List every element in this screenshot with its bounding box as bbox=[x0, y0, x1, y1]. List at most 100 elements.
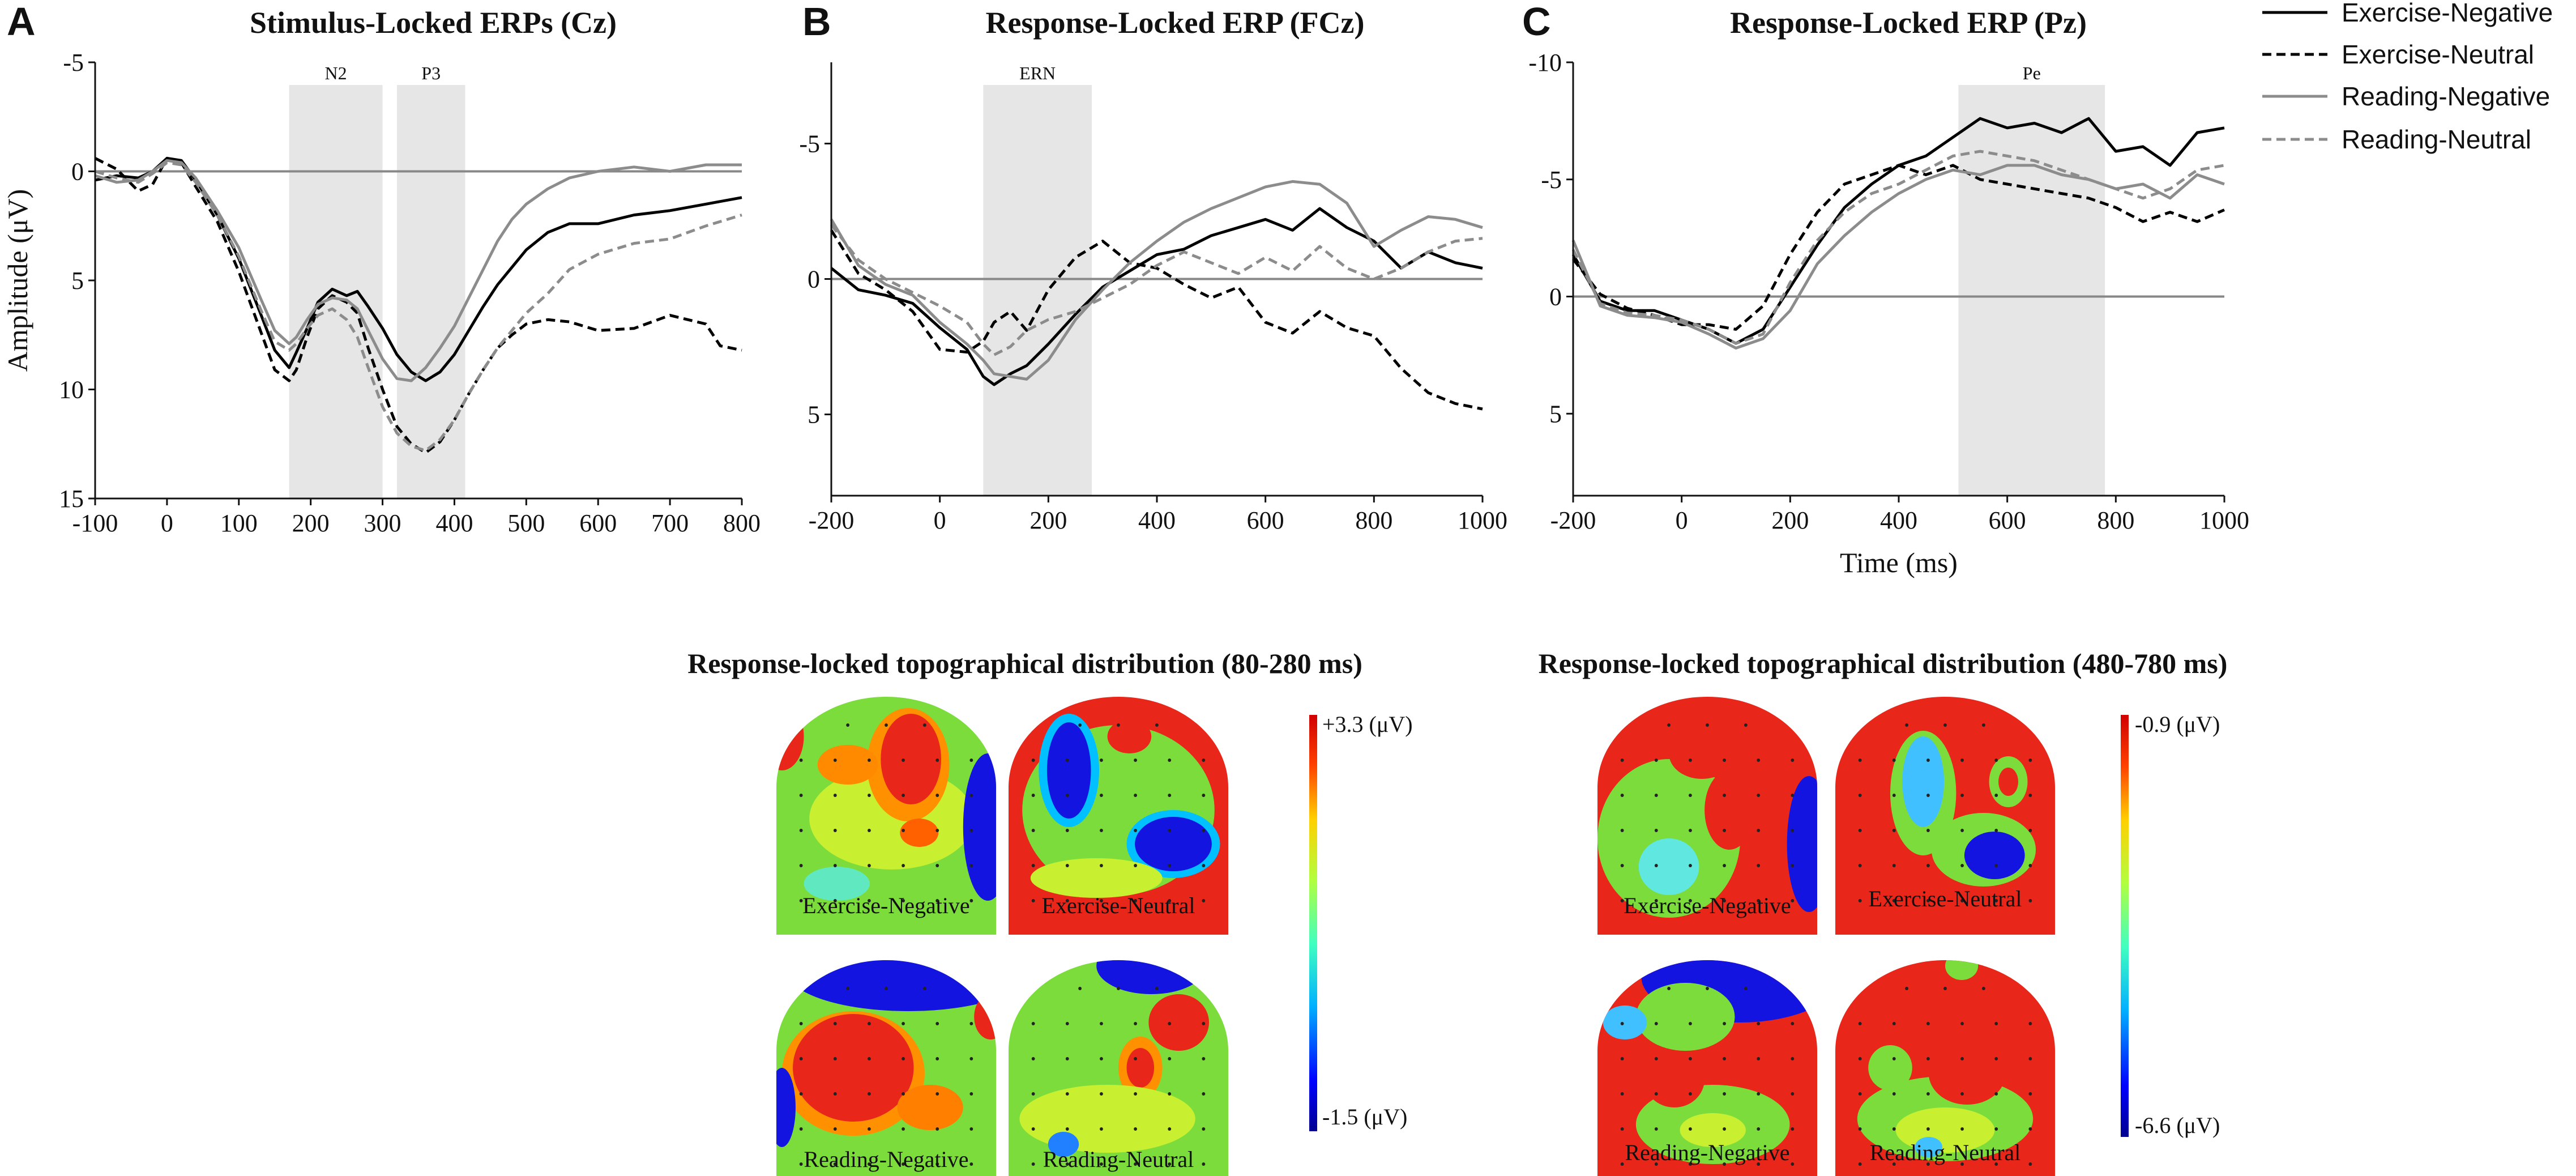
panel-b-ticks: -200 0 200 400 600 800 1000 -5 0 5 bbox=[799, 130, 1507, 534]
electrode-dot bbox=[1689, 829, 1692, 832]
x-tick-label: 600 bbox=[1989, 506, 2026, 534]
electrode-dot bbox=[1723, 1162, 1726, 1166]
electrode-dot bbox=[1943, 987, 1947, 990]
electrode-dot bbox=[1031, 1162, 1035, 1166]
legend: Exercise-Negative Exercise-Neutral Readi… bbox=[2262, 0, 2553, 154]
electrode-dot bbox=[1960, 1127, 1964, 1131]
y-tick-label: -5 bbox=[63, 49, 84, 76]
electrode-dot bbox=[1134, 1127, 1137, 1131]
electrode-dot bbox=[1078, 723, 1082, 727]
electrode-dot bbox=[1654, 829, 1658, 832]
electrode-dot bbox=[1689, 794, 1692, 797]
electrode-dot bbox=[1757, 829, 1761, 832]
electrode-dot bbox=[799, 829, 803, 832]
electrode-dot bbox=[1031, 1057, 1035, 1060]
electrode-dot bbox=[799, 794, 803, 797]
electrode-dot bbox=[935, 1092, 939, 1096]
electrode-dot bbox=[1155, 987, 1159, 990]
electrode-dot bbox=[1620, 759, 1624, 762]
topo-map-exercise-neutral-1 bbox=[1008, 697, 1229, 935]
electrode-dot bbox=[1202, 1022, 1206, 1025]
x-tick-label: 0 bbox=[161, 509, 173, 537]
legend-label-exercise-negative: Exercise-Negative bbox=[2342, 0, 2553, 27]
electrode-dot bbox=[935, 829, 939, 832]
electrode-dot bbox=[1892, 1162, 1896, 1166]
series-line-reading-negative bbox=[95, 159, 742, 382]
electrode-dot bbox=[902, 1127, 905, 1131]
electrode-dot bbox=[1960, 1092, 1964, 1096]
electrode-dot bbox=[1791, 1162, 1795, 1166]
electrode-dot bbox=[1100, 1127, 1103, 1131]
electrode-dot bbox=[1065, 1057, 1069, 1060]
x-tick-label: 800 bbox=[723, 509, 761, 537]
x-tick-label: -200 bbox=[809, 506, 855, 534]
panel-a-ylabel: Amplitude (μV) bbox=[2, 189, 33, 372]
electrode-dot bbox=[1892, 1022, 1896, 1025]
electrode-dot bbox=[1168, 899, 1172, 902]
topo-group-2: Response-locked topographical distributi… bbox=[1539, 647, 2227, 1176]
y-tick-label: 10 bbox=[59, 376, 84, 404]
electrode-dot bbox=[1791, 829, 1795, 832]
electrode-dot bbox=[1667, 723, 1671, 727]
electrode-dot bbox=[1858, 1092, 1862, 1096]
electrode-dot bbox=[1723, 829, 1726, 832]
electrode-dot bbox=[868, 1022, 871, 1025]
topo-map-reading-negative-1 bbox=[776, 960, 997, 1176]
electrode-dot bbox=[1723, 1057, 1726, 1060]
electrode-dot bbox=[1892, 899, 1896, 902]
electrode-dot bbox=[1065, 1162, 1069, 1166]
electrode-dot bbox=[1960, 1057, 1964, 1060]
electrode-dot bbox=[969, 1092, 973, 1096]
electrode-dot bbox=[969, 1022, 973, 1025]
electrode-dot bbox=[1689, 1022, 1692, 1025]
electrode-dot bbox=[969, 1057, 973, 1060]
electrode-dot bbox=[902, 899, 905, 902]
analysis-window-label-p3: P3 bbox=[421, 63, 441, 83]
electrode-dot bbox=[1791, 1127, 1795, 1131]
electrode-dot bbox=[1960, 899, 1964, 902]
electrode-dot bbox=[1706, 987, 1709, 990]
electrode-dot bbox=[935, 794, 939, 797]
electrode-dot bbox=[1892, 1127, 1896, 1131]
electrode-dot bbox=[1757, 1022, 1761, 1025]
x-tick-label: 200 bbox=[1771, 506, 1809, 534]
electrode-dot bbox=[1994, 829, 1998, 832]
electrode-dot bbox=[1654, 864, 1658, 867]
electrode-dot bbox=[1168, 1162, 1172, 1166]
x-tick-label: 700 bbox=[651, 509, 689, 537]
panel-a-title: Stimulus-Locked ERPs (Cz) bbox=[250, 6, 617, 40]
electrode-dot bbox=[2028, 1162, 2032, 1166]
panel-a-letter: A bbox=[7, 0, 36, 44]
electrode-dot bbox=[1620, 1057, 1624, 1060]
electrode-dot bbox=[2028, 829, 2032, 832]
electrode-dot bbox=[799, 864, 803, 867]
electrode-dot bbox=[1065, 1127, 1069, 1131]
electrode-dot bbox=[833, 864, 837, 867]
electrode-dot bbox=[1757, 759, 1761, 762]
electrode-dot bbox=[902, 1162, 905, 1166]
electrode-dot bbox=[1654, 1162, 1658, 1166]
electrode-dot bbox=[1744, 723, 1748, 727]
y-tick-label: 5 bbox=[71, 267, 84, 295]
electrode-dot bbox=[1202, 1127, 1206, 1131]
electrode-dots bbox=[1620, 987, 1795, 1166]
electrode-dot bbox=[1757, 899, 1761, 902]
electrode-dot bbox=[1791, 1057, 1795, 1060]
x-tick-label: 500 bbox=[507, 509, 545, 537]
y-tick-label: 5 bbox=[808, 401, 820, 429]
y-tick-label: 15 bbox=[59, 485, 84, 513]
colorbar-1-min: -1.5 (μV) bbox=[1322, 1104, 1407, 1130]
electrode-dot bbox=[833, 1127, 837, 1131]
electrode-dot bbox=[1654, 794, 1658, 797]
electrode-dot bbox=[868, 864, 871, 867]
topo-label-reading-neutral-1: Reading-Neutral bbox=[1043, 1147, 1194, 1172]
electrode-dot bbox=[2028, 864, 2032, 867]
electrode-dot bbox=[1858, 1057, 1862, 1060]
electrode-dot bbox=[1100, 1092, 1103, 1096]
x-tick-label: -200 bbox=[1550, 506, 1596, 534]
electrode-dot bbox=[1620, 1127, 1624, 1131]
electrode-dot bbox=[1654, 1022, 1658, 1025]
electrode-dot bbox=[1202, 899, 1206, 902]
electrode-dot bbox=[1202, 1162, 1206, 1166]
electrode-dot bbox=[1892, 864, 1896, 867]
